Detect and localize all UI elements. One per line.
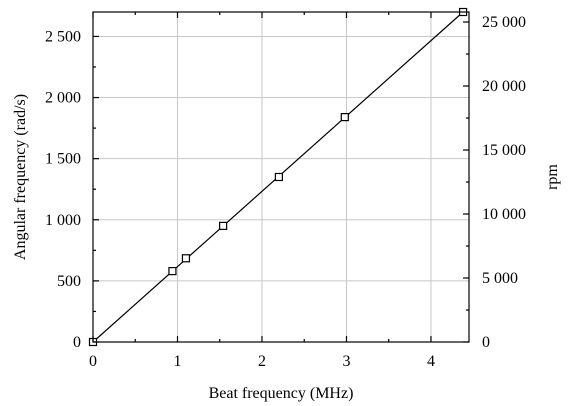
y-tick-label: 500 [57, 273, 81, 290]
y2-tick-label: 25 000 [482, 14, 526, 31]
y-axis-title: Angular frequency (rad/s) [12, 94, 29, 260]
x-axis-title: Beat frequency (MHz) [209, 385, 354, 402]
plot-frame [92, 11, 470, 343]
data-point [274, 172, 283, 182]
x-tick-label: 2 [258, 353, 266, 370]
data-point [340, 113, 349, 122]
x-tick-label: 4 [427, 353, 435, 370]
y-tick-label: 2 000 [45, 90, 81, 107]
y2-tick-label: 0 [482, 334, 490, 351]
y-tick-label: 0 [73, 334, 81, 351]
y2-tick-label: 10 000 [482, 206, 526, 223]
data-point [168, 267, 177, 276]
data-point [181, 254, 191, 263]
y2-tick-label: 15 000 [482, 142, 526, 159]
label-layer: 0 1 2 3 4 0 500 1 000 1 500 2 000 2 500 0 5 000 10 00… [45, 14, 526, 370]
x-tick-label: 3 [342, 353, 350, 370]
x-tick-label: 1 [173, 353, 181, 370]
y2-axis-title: rpm [544, 164, 561, 190]
grid-layer [93, 12, 469, 342]
y-tick-label: 1 000 [45, 212, 81, 229]
data-point [219, 221, 228, 230]
x-tick-label: 0 [89, 353, 97, 370]
y-tick-label: 2 500 [45, 28, 81, 45]
y-tick-label: 1 500 [45, 151, 81, 168]
y2-tick-label: 5 000 [482, 270, 518, 287]
y2-tick-label: 20 000 [482, 78, 526, 95]
